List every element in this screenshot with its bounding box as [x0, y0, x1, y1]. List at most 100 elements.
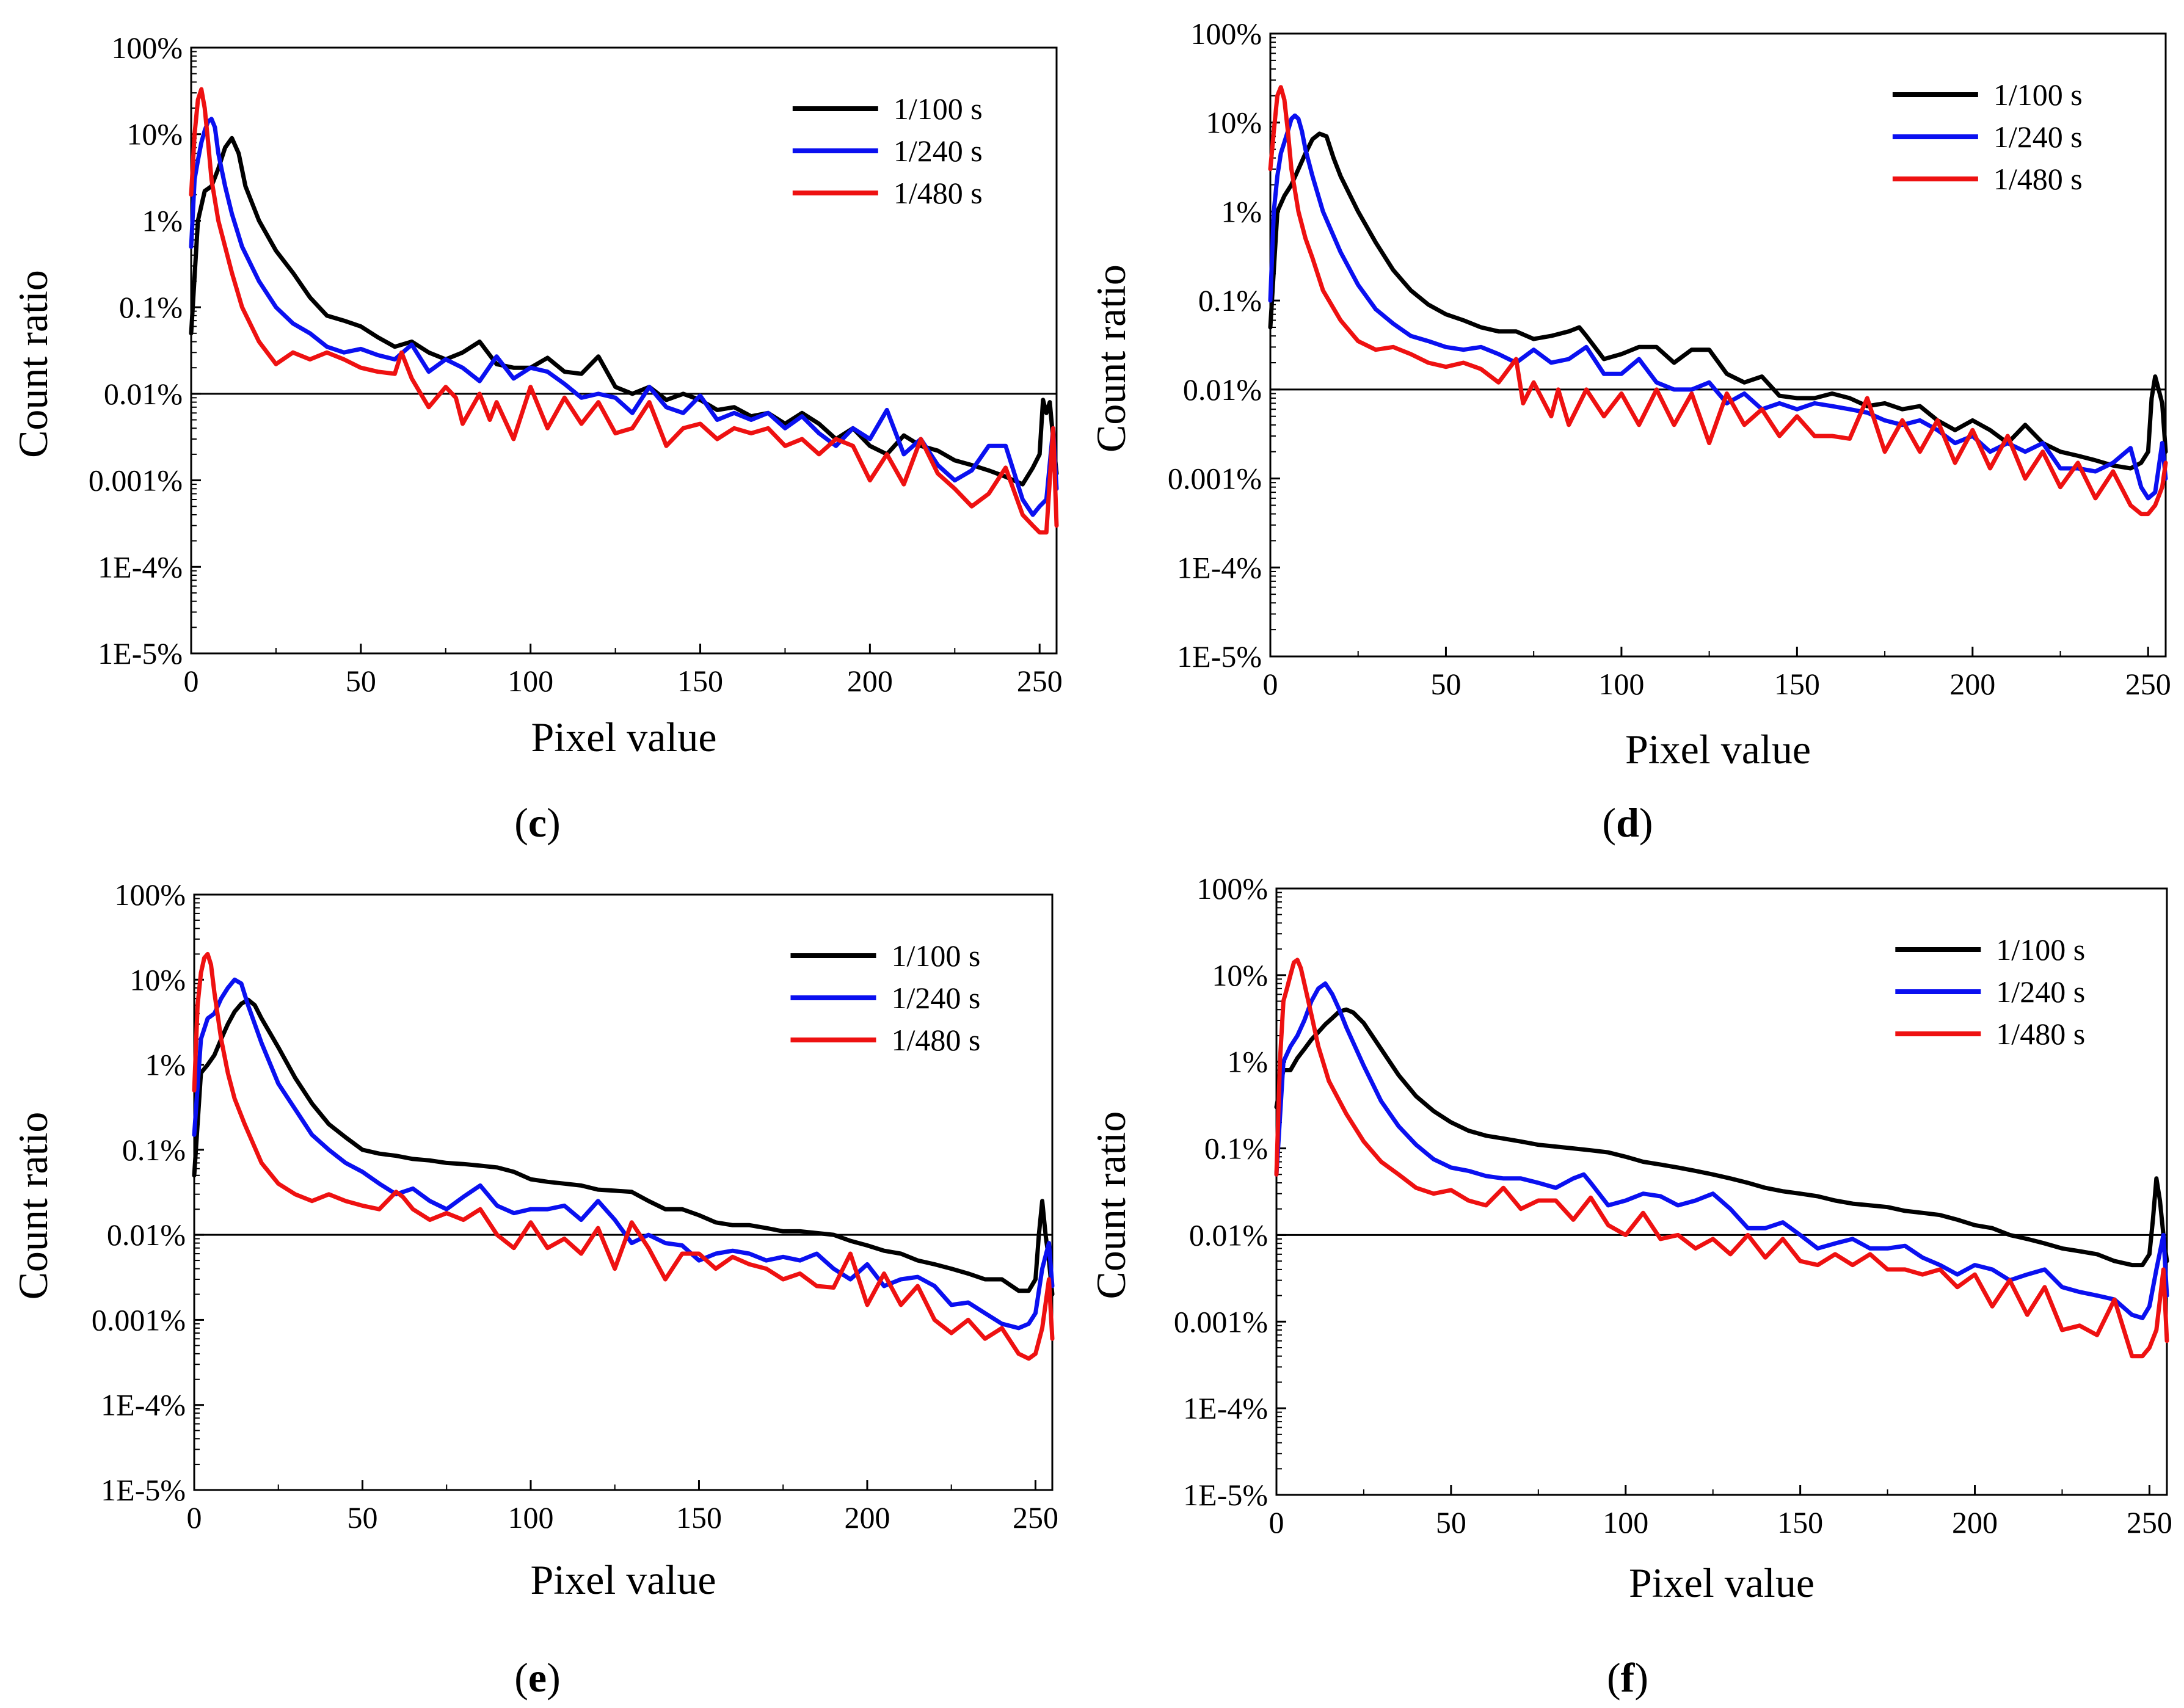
legend-label: 1/100 s	[1996, 932, 2085, 967]
y-tick-label: 1E-4%	[101, 1388, 186, 1422]
y-tick-label: 0.1%	[119, 290, 183, 324]
x-tick-label: 0	[184, 664, 199, 698]
y-tick-label: 10%	[1206, 106, 1262, 140]
y-tick-label: 1E-4%	[98, 550, 183, 584]
panel-caption: (f)	[1607, 1654, 1648, 1701]
y-axis-label: Count ratio	[1088, 1111, 1134, 1299]
y-axis-label: Count ratio	[1088, 264, 1134, 452]
x-axis-label: Pixel value	[531, 714, 716, 760]
y-tick-label: 0.01%	[107, 1218, 186, 1252]
x-tick-label: 200	[847, 664, 893, 698]
x-axis-label: Pixel value	[1625, 726, 1811, 772]
y-tick-label: 100%	[114, 878, 186, 912]
plot-frame	[190, 46, 1058, 655]
panel-caption: (e)	[514, 1654, 561, 1701]
x-tick-label: 200	[1949, 667, 1995, 701]
y-tick-label: 1E-5%	[101, 1473, 186, 1507]
series-line-1-480-s	[192, 951, 1055, 1361]
x-tick-label: 200	[1952, 1505, 1998, 1539]
y-tick-label: 1E-5%	[98, 636, 183, 670]
plot-frame	[1269, 32, 2167, 658]
y-tick-label: 0.001%	[89, 463, 183, 498]
y-tick-label: 0.1%	[122, 1133, 186, 1167]
legend-label: 1/100 s	[894, 92, 983, 126]
x-tick-label: 150	[677, 664, 723, 698]
y-tick-label: 10%	[126, 117, 183, 151]
series-line-1-100-s	[192, 997, 1055, 1296]
y-tick-label: 10%	[129, 962, 186, 997]
y-tick-label: 1E-4%	[1177, 550, 1262, 584]
x-tick-label: 250	[2127, 1505, 2172, 1539]
y-tick-label: 1E-4%	[1183, 1391, 1268, 1425]
x-tick-label: 100	[1598, 667, 1644, 701]
y-tick-label: 1%	[1221, 194, 1262, 228]
x-tick-label: 100	[508, 1500, 553, 1535]
y-tick-label: 1%	[145, 1048, 186, 1082]
series-line-1-240-s	[189, 117, 1059, 517]
y-tick-label: 0.01%	[1183, 372, 1262, 407]
x-tick-label: 250	[1017, 664, 1063, 698]
series-line-1-480-s	[1268, 85, 2168, 517]
y-tick-label: 1E-5%	[1183, 1478, 1268, 1512]
series-line-1-480-s	[1274, 958, 2169, 1359]
x-tick-label: 200	[844, 1500, 890, 1535]
legend-label: 1/480 s	[891, 1023, 980, 1057]
series-line-1-480-s	[189, 87, 1059, 535]
x-tick-label: 150	[1774, 667, 1820, 701]
x-tick-label: 100	[508, 664, 553, 698]
y-tick-label: 100%	[111, 31, 183, 65]
x-tick-label: 250	[2125, 667, 2171, 701]
legend-label: 1/240 s	[1996, 975, 2085, 1009]
y-tick-label: 0.1%	[1198, 283, 1262, 318]
legend-label: 1/240 s	[891, 981, 980, 1015]
series-line-1-100-s	[189, 136, 1059, 487]
x-tick-label: 0	[1263, 667, 1278, 701]
y-tick-label: 0.001%	[1174, 1304, 1268, 1339]
x-tick-label: 250	[1013, 1500, 1058, 1535]
y-tick-label: 100%	[1190, 16, 1262, 51]
y-tick-label: 10%	[1212, 958, 1268, 992]
series-line-1-240-s	[192, 977, 1055, 1331]
y-tick-label: 0.1%	[1204, 1132, 1268, 1166]
series-line-1-240-s	[1274, 981, 2169, 1320]
chart-panel-e: 1E-5% 1E-4% 0.001% 0.01% 0.1% 1% 10% 100% 0 50 100…	[10, 878, 1058, 1701]
y-tick-label: 1%	[1227, 1045, 1268, 1079]
legend-label: 1/240 s	[894, 134, 983, 168]
x-axis-label: Pixel value	[1629, 1560, 1815, 1606]
legend-label: 1/480 s	[1993, 162, 2083, 196]
legend-label: 1/100 s	[1993, 78, 2083, 112]
y-tick-label: 1E-5%	[1177, 639, 1262, 674]
y-tick-label: 0.001%	[92, 1303, 186, 1337]
panel-caption: (d)	[1602, 799, 1653, 846]
legend-label: 1/240 s	[1993, 120, 2083, 154]
y-axis-label: Count ratio	[10, 1112, 56, 1300]
x-tick-label: 150	[676, 1500, 722, 1535]
legend-label: 1/100 s	[891, 939, 980, 973]
x-tick-label: 50	[1436, 1505, 1466, 1539]
x-tick-label: 50	[346, 664, 376, 698]
y-tick-label: 100%	[1196, 871, 1268, 906]
y-tick-label: 0.01%	[104, 377, 183, 411]
series-line-1-100-s	[1274, 1007, 2169, 1268]
y-tick-label: 0.001%	[1168, 462, 1262, 496]
chart-panel-c: 1E-5% 1E-4% 0.001% 0.01% 0.1% 1% 10% 100% 0 50 100…	[10, 31, 1063, 846]
y-axis-label: Count ratio	[10, 270, 56, 458]
legend-label: 1/480 s	[894, 176, 983, 210]
y-tick-label: 0.01%	[1189, 1218, 1268, 1252]
x-tick-label: 50	[1430, 667, 1461, 701]
chart-panel-d: 1E-5% 1E-4% 0.001% 0.01% 0.1% 1% 10% 100% 0 50 100…	[1088, 16, 2171, 846]
x-axis-label: Pixel value	[530, 1557, 716, 1603]
y-tick-label: 1%	[142, 203, 183, 238]
legend-label: 1/480 s	[1996, 1017, 2085, 1051]
series-line-1-100-s	[1268, 131, 2168, 471]
x-tick-label: 0	[1269, 1505, 1284, 1539]
x-tick-label: 50	[347, 1500, 377, 1535]
series-line-1-240-s	[1268, 113, 2168, 501]
x-tick-label: 100	[1603, 1505, 1648, 1539]
x-tick-label: 0	[187, 1500, 202, 1535]
x-tick-label: 150	[1777, 1505, 1823, 1539]
plot-frame	[193, 893, 1054, 1491]
chart-panel-f: 1E-5% 1E-4% 0.001% 0.01% 0.1% 1% 10% 100% 0 50 100…	[1088, 871, 2172, 1701]
